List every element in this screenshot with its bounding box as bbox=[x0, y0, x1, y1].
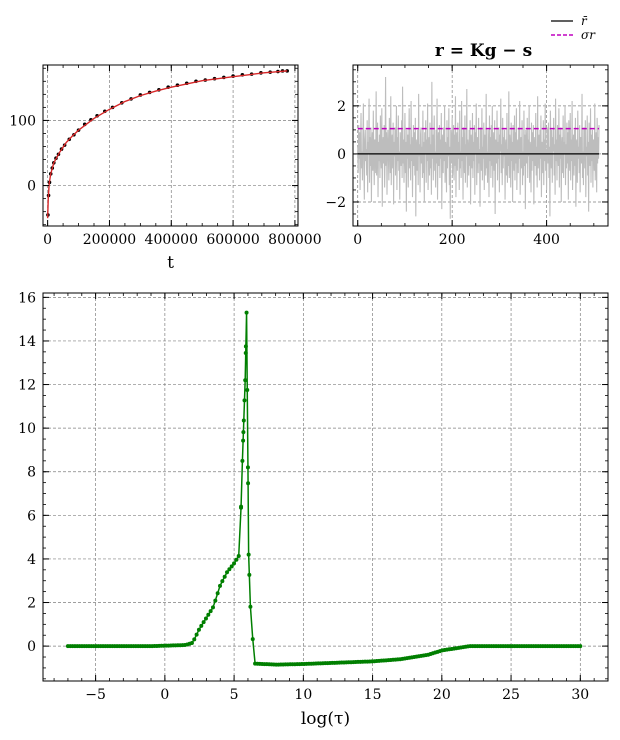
data-fit-xtick-label: 800000 bbox=[268, 232, 321, 248]
distribution-point bbox=[189, 641, 194, 646]
distribution-point bbox=[250, 637, 255, 642]
data-fit-frame bbox=[42, 64, 299, 227]
distribution-xtick-label: 20 bbox=[433, 687, 451, 703]
data-fit-xtick-label: 600000 bbox=[206, 232, 259, 248]
data-fit-xlabel: t bbox=[167, 253, 174, 273]
distribution-point bbox=[244, 310, 249, 315]
distribution-xtick-label: −5 bbox=[85, 687, 106, 703]
data-point bbox=[285, 69, 289, 73]
distribution-point bbox=[201, 620, 206, 625]
data-fit-series bbox=[46, 69, 289, 219]
residuals-xtick-label: 400 bbox=[533, 232, 560, 248]
distribution-ytick-label: 6 bbox=[27, 508, 36, 524]
distribution-ytick-label: 10 bbox=[18, 421, 36, 437]
distribution-ticks: −5 0 5 10 15 20 25 30 0 2 4 6 8 10 12 14 16 bbox=[18, 290, 609, 703]
residuals-panel: 0 200 400 −2 0 2 r = Kg − s r̄ σr bbox=[325, 14, 609, 248]
distribution-point bbox=[234, 557, 239, 562]
distribution-point bbox=[247, 572, 252, 577]
distribution-point bbox=[578, 644, 583, 649]
data-fit-ytick-label: 100 bbox=[9, 113, 36, 129]
distribution-point bbox=[246, 481, 251, 486]
distribution-point bbox=[232, 561, 237, 566]
distribution-point bbox=[241, 430, 246, 435]
distribution-ytick-label: 16 bbox=[18, 290, 36, 306]
residuals-series bbox=[357, 77, 600, 219]
distribution-point bbox=[225, 570, 230, 575]
distribution-ytick-label: 12 bbox=[18, 378, 36, 394]
residuals-ytick-label: 0 bbox=[337, 147, 346, 163]
data-fit-panel: 0 200000 400000 600000 800000 0 100 t bbox=[9, 64, 322, 273]
residuals-ytick-label: −2 bbox=[325, 195, 346, 211]
distribution-point bbox=[241, 438, 246, 443]
distribution-point bbox=[245, 465, 250, 470]
distribution-point bbox=[241, 418, 246, 423]
distribution-point bbox=[222, 574, 227, 579]
distribution-point bbox=[240, 458, 245, 463]
distribution-series bbox=[65, 310, 583, 667]
distribution-point bbox=[206, 612, 211, 617]
data-fit-ytick-label: 0 bbox=[27, 179, 36, 195]
distribution-ytick-label: 0 bbox=[27, 639, 36, 655]
distribution-point bbox=[243, 351, 248, 356]
distribution-point bbox=[210, 605, 215, 610]
data-fit-xtick-label: 0 bbox=[43, 232, 52, 248]
distribution-point bbox=[192, 637, 197, 642]
residuals-ytick-label: 2 bbox=[337, 99, 346, 115]
data-fit-xtick-label: 400000 bbox=[145, 232, 198, 248]
data-fit-xtick-label: 200000 bbox=[83, 232, 136, 248]
legend-sigma-label: σr bbox=[581, 28, 596, 42]
distribution-point bbox=[246, 552, 251, 557]
distribution-ytick-label: 4 bbox=[27, 552, 36, 568]
legend-mean-label: r̄ bbox=[581, 14, 588, 28]
distribution-xtick-label: 0 bbox=[160, 687, 169, 703]
distribution-point bbox=[215, 591, 220, 596]
distribution-grid bbox=[43, 293, 608, 681]
distribution-point bbox=[199, 623, 204, 628]
residuals-legend: r̄ σr bbox=[551, 14, 596, 42]
distribution-ytick-label: 14 bbox=[18, 334, 36, 350]
residuals-title: r = Kg − s bbox=[435, 41, 532, 61]
distribution-point bbox=[218, 583, 223, 588]
distribution-frame bbox=[42, 292, 609, 682]
distribution-line bbox=[67, 312, 581, 666]
distribution-xtick-label: 25 bbox=[502, 687, 520, 703]
distribution-point bbox=[242, 398, 247, 403]
fit-line bbox=[46, 70, 288, 219]
distribution-xtick-label: 15 bbox=[364, 687, 382, 703]
residual-line bbox=[357, 77, 600, 219]
distribution-point bbox=[239, 504, 244, 509]
distribution-point bbox=[248, 604, 253, 609]
residuals-xtick-label: 0 bbox=[353, 232, 362, 248]
residuals-ticks: 0 200 400 −2 0 2 bbox=[325, 65, 608, 248]
residuals-frame bbox=[352, 64, 609, 227]
distribution-xtick-label: 5 bbox=[230, 687, 239, 703]
distribution-ytick-label: 2 bbox=[27, 596, 36, 612]
distribution-point bbox=[194, 632, 199, 637]
distribution-xtick-label: 10 bbox=[294, 687, 312, 703]
data-fit-ticks: 0 200000 400000 600000 800000 0 100 bbox=[9, 65, 322, 248]
distribution-ytick-label: 8 bbox=[27, 465, 36, 481]
distribution-point bbox=[236, 554, 241, 559]
distribution-point bbox=[203, 616, 208, 621]
distribution-point bbox=[220, 579, 225, 584]
distribution-point bbox=[196, 627, 201, 632]
data-fit-grid bbox=[43, 65, 298, 226]
distribution-xlabel: log(τ) bbox=[301, 709, 350, 729]
residuals-xtick-label: 200 bbox=[439, 232, 466, 248]
distribution-point bbox=[208, 609, 213, 614]
distribution-point bbox=[243, 344, 248, 349]
distribution-panel: −5 0 5 10 15 20 25 30 0 2 4 6 8 10 12 14 16 log(τ) bbox=[18, 290, 609, 729]
distribution-point bbox=[227, 567, 232, 572]
distribution-point bbox=[213, 598, 218, 603]
distribution-point bbox=[243, 378, 248, 383]
distribution-xtick-label: 30 bbox=[571, 687, 589, 703]
distribution-point bbox=[229, 564, 234, 569]
distribution-point bbox=[245, 388, 250, 392]
